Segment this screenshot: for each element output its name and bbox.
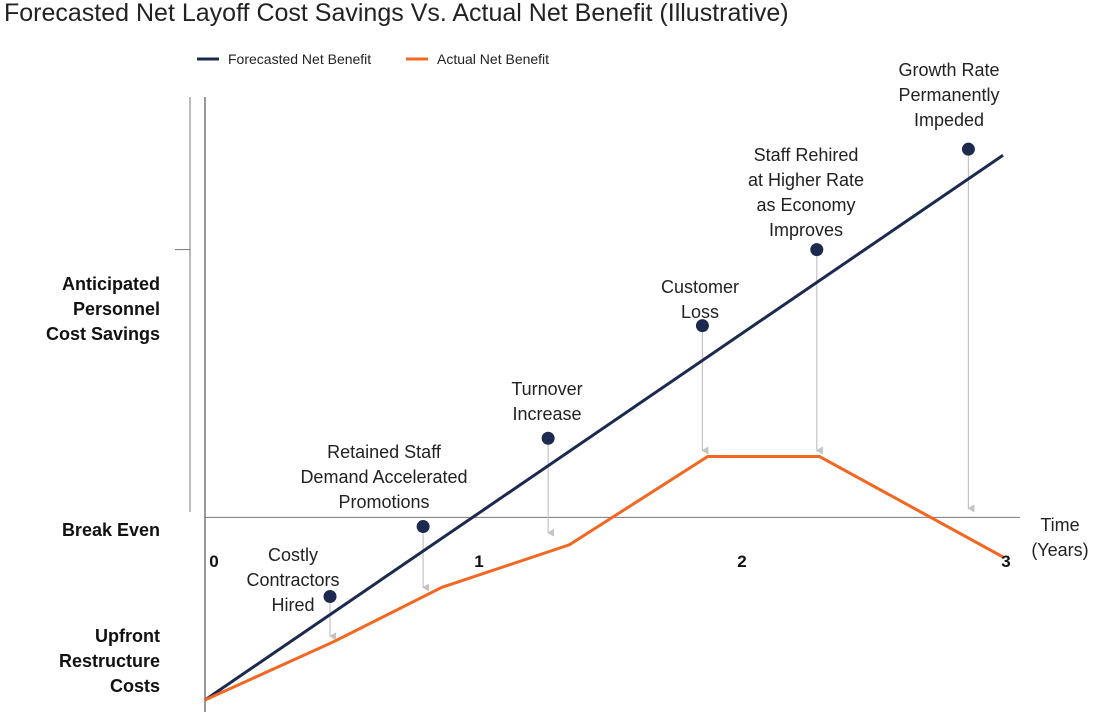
x-tick-label: 2 [737,552,746,571]
legend-label: Forecasted Net Benefit [228,51,371,67]
y-axis-label-line: Cost Savings [46,324,160,344]
annotation-label-line: at Higher Rate [748,170,864,190]
chart-title: Forecasted Net Layoff Cost Savings Vs. A… [4,0,789,27]
y-axis-label: Upfront Restructure Costs [59,626,160,696]
annotation-label-line: Improves [769,220,843,240]
annotation-label-line: Increase [512,404,581,424]
forecast-event-marker [695,319,709,333]
y-axis-label: Break Even [62,520,160,540]
forecast-event-marker [323,590,337,604]
annotation-label: Staff Rehired at Higher Rate as Economy Imp… [748,145,864,240]
annotation-label-line: Loss [681,302,719,322]
drop-line-layer [329,155,975,641]
annotation-label-line: Demand Accelerated [300,467,467,487]
x-axis-label: Time (Years) [1031,515,1088,560]
annotation-label-line: Retained Staff [327,442,442,462]
x-axis-label-line: (Years) [1031,540,1088,560]
forecast-event-marker [961,142,975,156]
annotation-label: Customer Loss [661,277,739,322]
x-tick-label: 0 [209,552,218,571]
forecast-event-marker [810,243,824,257]
series-layer [204,154,1004,702]
forecast-event-marker [416,520,430,534]
y-axis-label: Anticipated Personnel Cost Savings [46,274,160,344]
y-axis-label-line: Costs [110,676,160,696]
text-layer: 0 1 2 3 Time (Years) Anticipated Personnel Cost … [46,60,1089,696]
y-axis-label-line: Personnel [73,299,160,319]
annotation-label-line: Hired [271,595,314,615]
annotation-label-line: Impeded [914,110,984,130]
axes-layer [175,97,1020,712]
annotation-label-line: Turnover [511,379,582,399]
legend: Forecasted Net Benefit Actual Net Benefit [197,51,549,67]
annotation-label: Retained Staff Demand Accelerated Promotio… [300,442,467,512]
annotation-label-line: Staff Rehired [754,145,859,165]
annotation-label: Growth Rate Permanently Impeded [898,60,999,130]
y-axis-label-line: Upfront [95,626,160,646]
y-axis-label-line: Anticipated [62,274,160,294]
x-axis-label-line: Time [1040,515,1079,535]
annotation-label-line: as Economy [756,195,855,215]
legend-label: Actual Net Benefit [437,51,549,67]
annotation-label: Costly Contractors Hired [246,545,339,615]
x-tick-label: 1 [474,552,483,571]
y-axis-label-line: Break Even [62,520,160,540]
forecasted-net-benefit-line [204,154,1004,702]
forecast-event-marker [541,431,555,445]
y-axis-label-line: Restructure [59,651,160,671]
annotation-label-line: Costly [268,545,318,565]
annotation-label: Turnover Increase [511,379,582,424]
annotation-label-line: Promotions [338,492,429,512]
annotation-label-line: Customer [661,277,739,297]
annotation-label-line: Permanently [898,85,999,105]
actual-net-benefit-line [204,455,1004,702]
annotation-label-line: Contractors [246,570,339,590]
annotation-label-line: Growth Rate [898,60,999,80]
x-tick-label: 3 [1001,552,1010,571]
marker-layer [323,142,975,604]
